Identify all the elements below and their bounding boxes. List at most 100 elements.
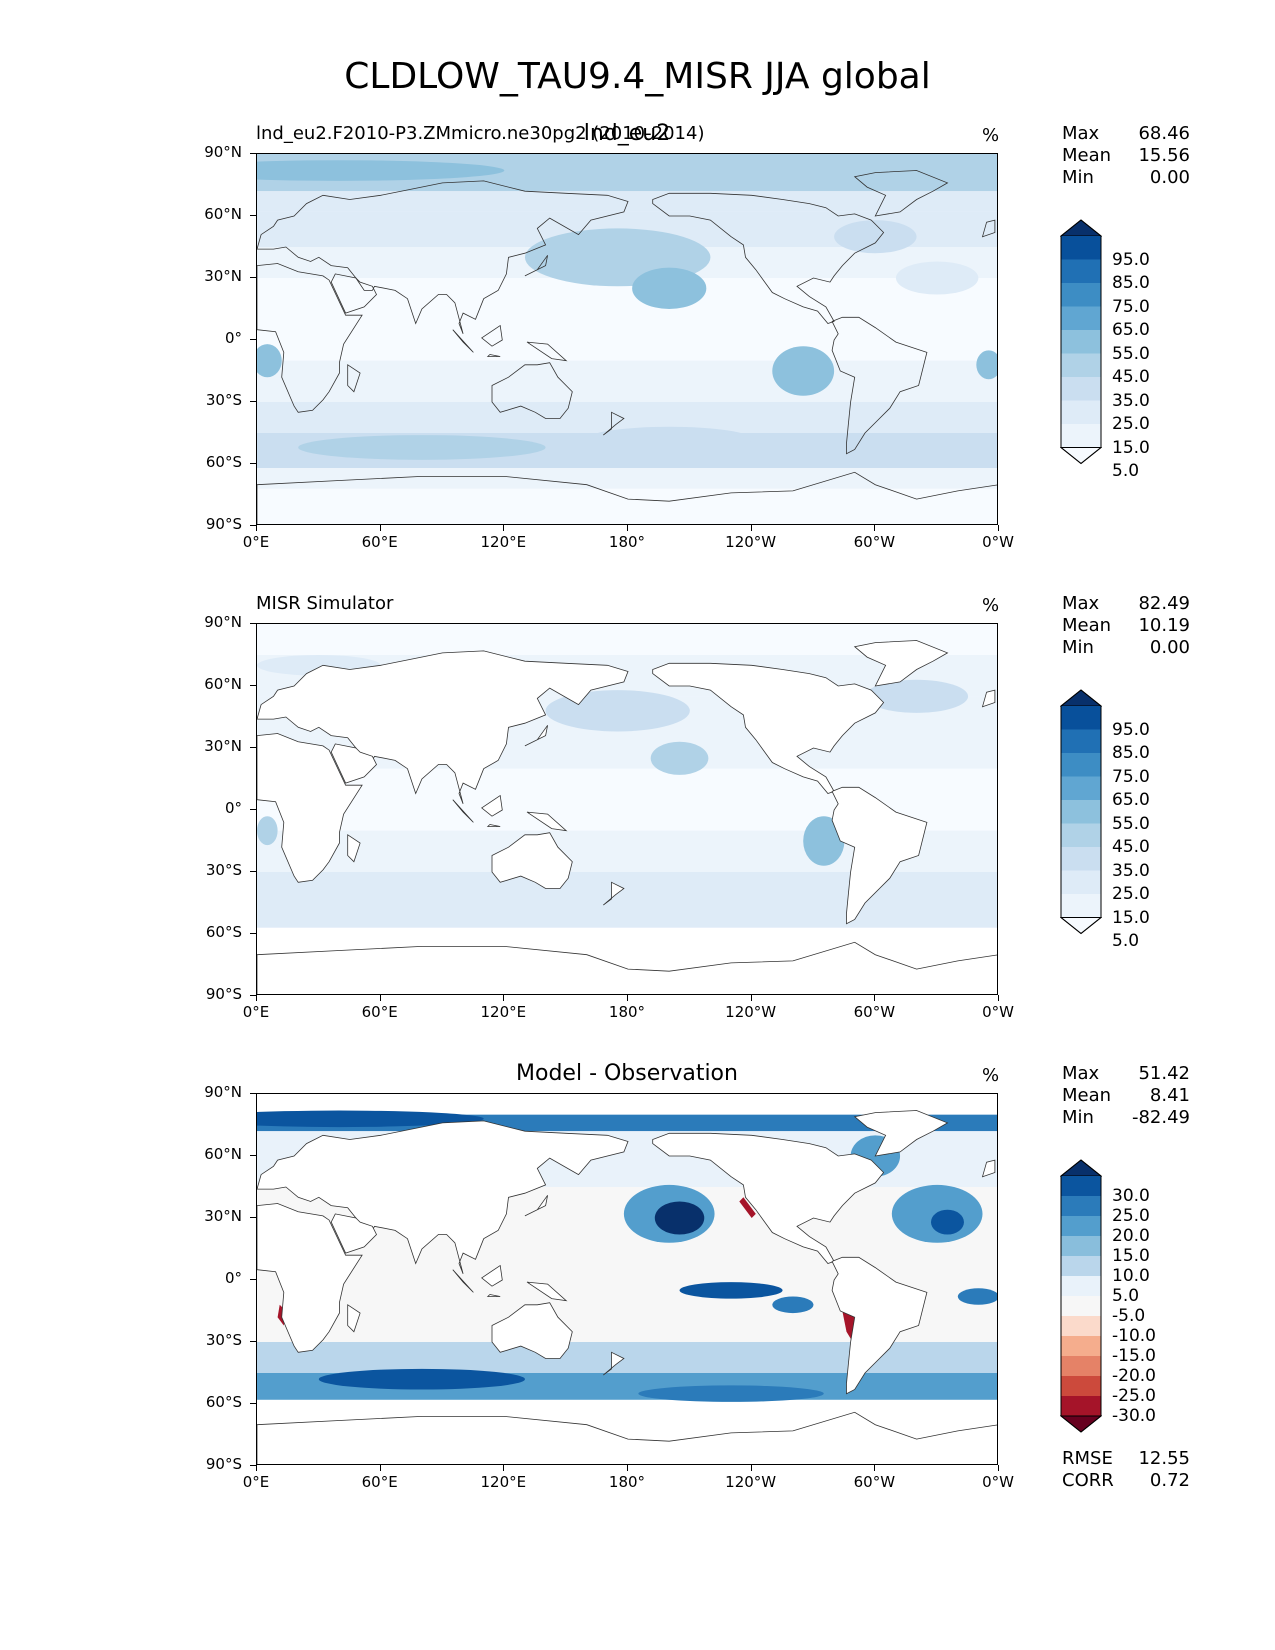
colorbar-segment [1061,729,1101,753]
lon-tick [750,995,752,1001]
lat-tick-label: 60°S [205,1393,242,1411]
lat-tick-label: 0° [224,329,242,347]
colorbar-segment [1061,847,1101,871]
lon-tick [379,1465,381,1471]
lat-tick-label: 30°N [204,267,242,285]
lat-tick-label: 30°S [205,391,242,409]
stat-value: 15.56 [1138,145,1190,166]
map-canvas [257,1094,997,1464]
stat-value: 68.46 [1138,123,1190,144]
colorbar-segment [1061,1336,1101,1356]
stat-value: -82.49 [1131,1107,1190,1128]
lon-tick-label: 120°W [725,1473,777,1491]
lat-tick [250,747,256,748]
colorbar-tick-label: 85.0 [1112,273,1150,293]
lat-tick [250,1465,256,1466]
colorbar [1059,1159,1103,1437]
lat-tick [250,1217,256,1218]
colorbar-tick-label: -20.0 [1112,1366,1156,1386]
lon-tick-label: 120°E [480,1473,527,1491]
colorbar-extend-top [1059,1159,1103,1177]
lon-tick [874,995,876,1001]
lon-tick-label: 0°E [242,533,270,551]
colorbar-segment [1061,1396,1101,1416]
lon-tick [379,525,381,531]
colorbar-svg [1059,219,1103,465]
colorbar-segment [1061,1216,1101,1236]
colorbar-tick-label: 55.0 [1112,343,1150,364]
lon-tick-label: 60°E [361,1003,398,1021]
colorbar-segment [1061,377,1101,401]
colorbar-tick-label: 65.0 [1112,320,1150,340]
lat-tick-label: 60°S [205,453,242,471]
colorbar-tick-label: 25.0 [1112,1206,1150,1226]
colorbar-svg [1059,689,1103,935]
colorbar-extend-top [1059,219,1103,237]
colorbar-tick-label: 15.0 [1112,907,1150,928]
lon-tick [503,525,505,531]
lat-tick-label: 30°N [204,1207,242,1225]
colorbar-extend-bottom [1059,447,1103,465]
colorbar-tick-label: 25.0 [1112,884,1150,904]
lon-tick [998,1465,999,1471]
colorbar-segment [1061,1296,1101,1316]
stat-label: Max [1062,1063,1100,1084]
lat-tick-label: 30°N [204,737,242,755]
panel-center-title: Model - Observation [516,1061,738,1086]
panel-left-title: lnd_eu2.F2010-P3.ZMmicro.ne30pg2 (2010-2… [256,123,705,144]
lon-tick-label: 60°E [361,1473,398,1491]
stat-label: Max [1062,123,1100,144]
lon-tick [256,995,257,1001]
lat-tick [250,995,256,996]
lat-tick [250,401,256,402]
colorbar-segment [1061,400,1101,424]
colorbar-segment [1061,283,1101,307]
colorbar-tick-label: -10.0 [1112,1326,1156,1346]
colorbar-segment [1061,894,1101,918]
lat-tick [250,1341,256,1342]
lon-tick-label: 180° [608,1003,646,1021]
colorbar-tick-label: 75.0 [1112,296,1150,317]
lon-tick [750,525,752,531]
stat-value: 82.49 [1138,593,1190,614]
lon-tick-label: 120°E [480,1003,527,1021]
colorbar-tick-label: -30.0 [1112,1406,1156,1426]
stat-row: Mean 8.41 [1062,1085,1190,1107]
lat-tick [250,623,256,624]
colorbar-segment [1061,1196,1101,1216]
colorbar-segment [1061,1316,1101,1336]
colorbar-tick-label: -15.0 [1112,1346,1156,1366]
lat-tick-label: 90°S [205,985,242,1003]
lon-tick-label: 180° [608,1473,646,1491]
colorbar-tick-label: 35.0 [1112,860,1150,881]
lon-tick-label: 0°W [982,1473,1014,1491]
colorbar-tick-label: 15.0 [1112,437,1150,458]
colorbar-tick-label: 45.0 [1112,367,1150,387]
stat-value: 10.19 [1138,615,1190,636]
stat-label: RMSE [1062,1448,1113,1469]
colorbar-tick-label: 55.0 [1112,813,1150,834]
map-model [256,153,998,525]
lat-tick [250,1155,256,1156]
lat-tick [250,1093,256,1094]
lon-tick [998,995,999,1001]
lat-tick [250,685,256,686]
colorbar-tick-label: 15.0 [1112,1246,1150,1266]
colorbar-tick-label: 25.0 [1112,414,1150,434]
lat-tick [250,1279,256,1280]
stat-row: CORR 0.72 [1062,1470,1190,1492]
stats-block: Max 82.49 Mean 10.19 Min 0.00 [1062,593,1190,659]
lon-tick [627,1465,628,1471]
stat-row: Mean 15.56 [1062,145,1190,167]
colorbar-segment [1061,1276,1101,1296]
colorbar-tick-label: 5.0 [1112,1286,1140,1306]
lat-tick-label: 90°N [204,613,242,631]
colorbar-segment [1061,330,1101,354]
lat-tick-label: 90°S [205,1455,242,1473]
map-canvas [257,624,997,994]
colorbar-segment [1061,800,1101,824]
stat-label: Min [1062,167,1094,188]
stat-value: 0.00 [1149,167,1190,188]
colorbar [1059,219,1103,469]
lat-tick [250,215,256,216]
